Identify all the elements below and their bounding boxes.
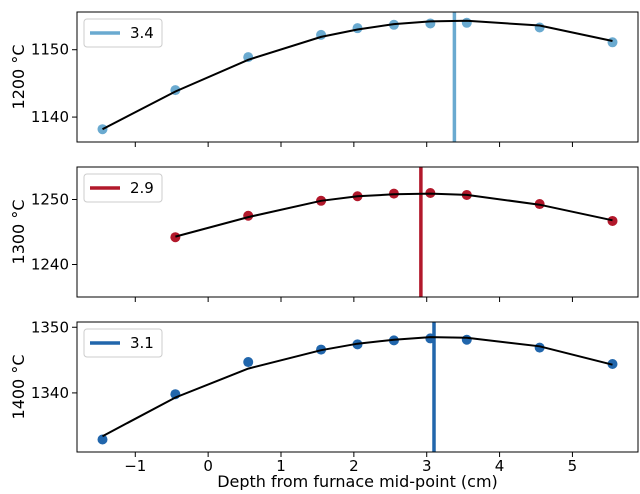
x-tick-label: 1 [276,457,286,475]
data-point [97,434,108,445]
x-tick-label: 2 [349,457,359,475]
data-point [461,17,472,28]
legend-box [83,173,163,203]
y-axis-label: 1400 °C [9,355,28,420]
data-point [461,334,472,345]
legend: 3.1 [83,328,163,358]
y-tick-label: 1150 [31,41,69,59]
y-tick-label: 1140 [31,108,69,126]
data-point [607,37,618,48]
plot-area [170,167,618,297]
y-tick-label: 1340 [31,384,69,402]
y-axis-label: 1200 °C [9,45,28,110]
panel-frame [76,11,639,143]
plot-area [97,322,618,452]
legend: 2.9 [83,173,163,203]
data-point [425,333,436,344]
x-tick-label: −1 [124,457,146,475]
legend-label: 2.9 [130,179,154,197]
panel-3: 1340 1350 −1 0 1 2 3 4 5 1400 °C 3.1 [9,318,639,475]
legend-box [83,18,163,48]
x-tick-label: 4 [495,457,505,475]
fit-line [175,192,613,238]
legend-label: 3.1 [130,334,154,352]
x-tick-label: 5 [568,457,578,475]
legend-label: 3.4 [130,24,154,42]
y-axis-label: 1300 °C [9,200,28,265]
data-point [425,18,436,29]
fit-line [102,336,613,438]
y-tick-label: 1250 [31,191,69,209]
data-point [243,357,254,368]
data-point [170,232,181,243]
x-tick-label: 3 [422,457,432,475]
data-point [97,124,108,135]
data-point [534,22,545,33]
fit-line [102,19,613,131]
y-tick-label: 1240 [31,256,69,274]
plot-area [97,12,618,142]
legend: 3.4 [83,18,163,48]
x-tick-label: 0 [203,457,213,475]
legend-box [83,328,163,358]
panel-frame [76,321,639,453]
x-axis-label: Depth from furnace mid-point (cm) [217,472,498,490]
panel-frame [76,166,639,298]
y-tick-label: 1350 [31,318,69,336]
data-point [607,215,618,226]
